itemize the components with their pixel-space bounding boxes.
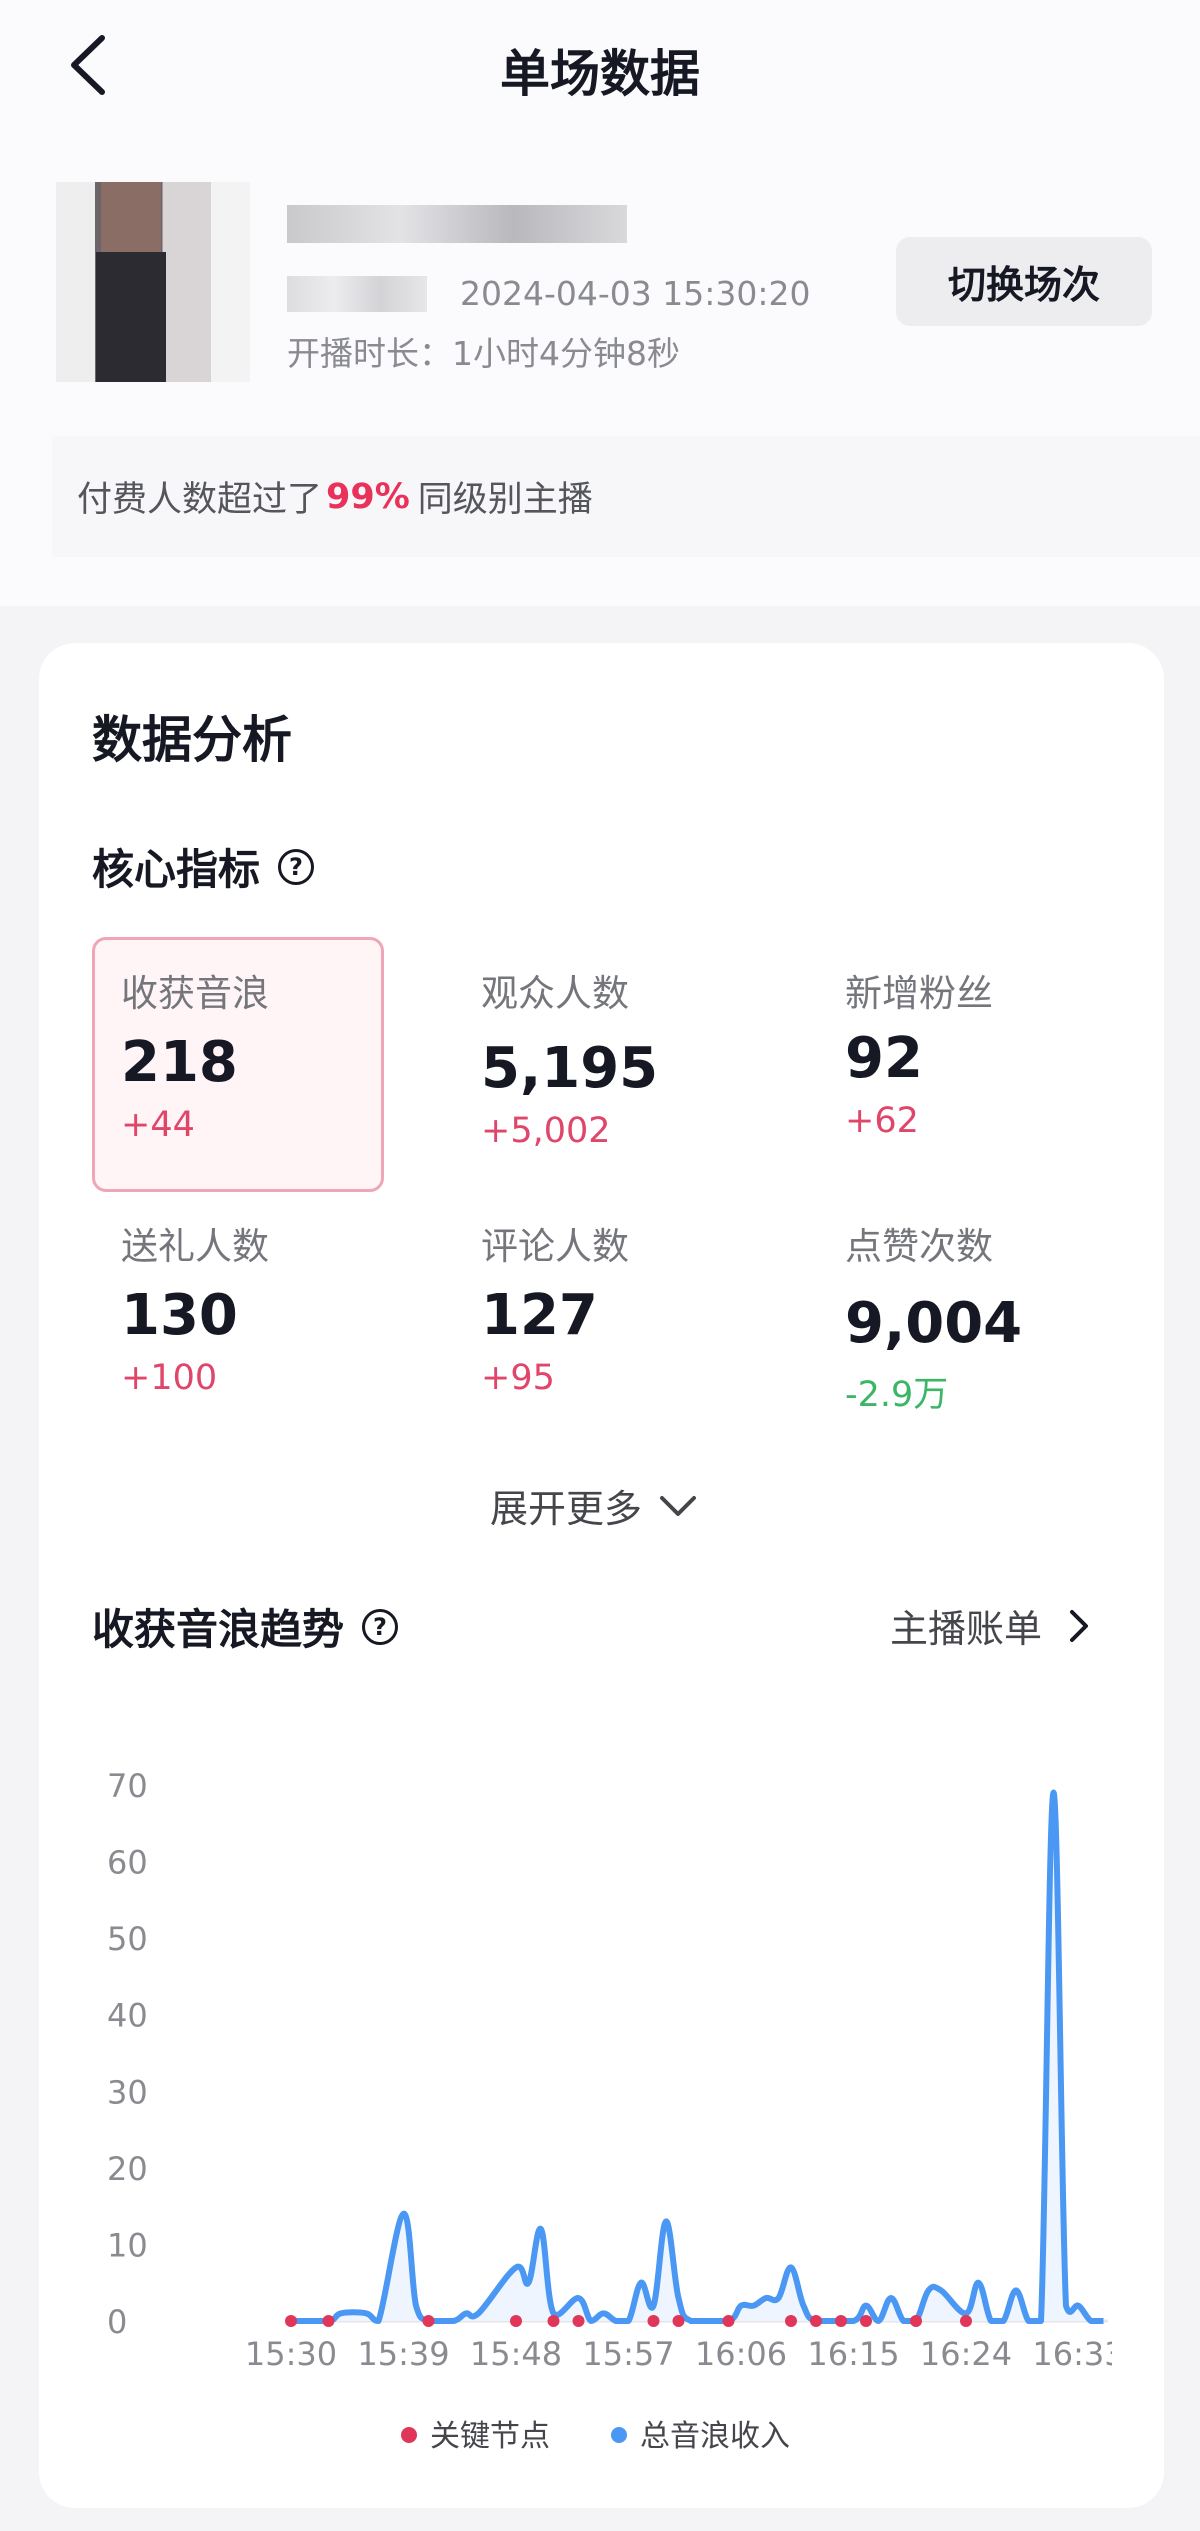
metric-label: 观众人数 — [481, 972, 629, 1015]
key-node-point — [785, 2315, 797, 2327]
metric-value: 92 — [845, 1026, 923, 1091]
back-button[interactable] — [62, 30, 122, 100]
metric-delta: +95 — [481, 1358, 555, 1398]
key-node-point — [322, 2315, 335, 2327]
chevron-down-icon — [660, 1495, 697, 1516]
page-title: 单场数据 — [500, 45, 700, 103]
duration-value: 1小时4分钟8秒 — [452, 334, 680, 373]
y-tick-label: 60 — [107, 1844, 148, 1882]
y-tick-label: 40 — [107, 1997, 148, 2035]
y-tick-label: 10 — [107, 2226, 148, 2264]
x-tick-label: 16:06 — [695, 2335, 787, 2373]
metric-value: 218 — [121, 1030, 238, 1095]
x-tick-label: 15:30 — [245, 2335, 337, 2373]
key-node-point — [722, 2315, 735, 2327]
chevron-right-icon — [1070, 1609, 1089, 1642]
metric-delta: +5,002 — [481, 1111, 611, 1151]
key-node-point — [572, 2315, 585, 2327]
key-node-point — [860, 2315, 872, 2327]
legend-key-node-dot — [401, 2427, 417, 2443]
metric-label: 收获音浪 — [121, 972, 269, 1015]
key-node-point — [910, 2315, 922, 2327]
x-tick-label: 15:57 — [582, 2335, 674, 2373]
metric-selected-box[interactable] — [92, 937, 384, 1192]
key-node-point — [960, 2315, 972, 2327]
start-time: 2024-04-03 15:30:20 — [460, 274, 811, 313]
banner-suffix: 同级别主播 — [417, 480, 593, 520]
start-label-blurred — [287, 276, 427, 312]
metric-delta: +100 — [121, 1358, 218, 1398]
key-node-point — [672, 2315, 685, 2327]
rank-banner: 付费人数超过了 99% 同级别主播 — [52, 436, 1200, 557]
key-node-point — [810, 2315, 822, 2327]
y-tick-label: 50 — [107, 1920, 148, 1958]
help-icon[interactable]: ? — [278, 848, 315, 885]
key-node-point — [835, 2315, 847, 2327]
metric-value: 130 — [121, 1283, 238, 1348]
legend-label: 关键节点 — [430, 2419, 550, 2454]
duration: 开播时长：1小时4分钟8秒 — [287, 327, 680, 375]
x-tick-label: 16:33 — [1032, 2335, 1124, 2373]
metric-value: 9,004 — [845, 1291, 1023, 1356]
legend-income-dot — [611, 2427, 627, 2443]
metric-delta: -2.9万 — [845, 1375, 949, 1415]
expand-more-label: 展开更多 — [490, 1487, 643, 1531]
anchor-name-blurred — [287, 205, 627, 243]
core-metrics-label: 核心指标 — [92, 845, 261, 894]
y-tick-label: 70 — [107, 1767, 148, 1805]
key-node-point — [547, 2315, 560, 2327]
metric-label: 评论人数 — [481, 1225, 629, 1268]
expand-more-button[interactable]: 展开更多 — [490, 1478, 698, 1533]
anchor-bill-link[interactable]: 主播账单 — [890, 1598, 1090, 1653]
key-node-point — [422, 2315, 435, 2327]
metric-label: 点赞次数 — [845, 1225, 993, 1268]
core-metrics-title: 核心指标 ? — [92, 836, 315, 897]
key-node-point — [285, 2315, 297, 2327]
key-node-point — [510, 2315, 522, 2327]
anchor-bill-label: 主播账单 — [890, 1607, 1043, 1651]
metric-value: 127 — [481, 1283, 598, 1348]
avatar — [56, 182, 250, 382]
series-line-total-income — [291, 1789, 1104, 2324]
trend-title: 收获音浪趋势 ? — [92, 1596, 399, 1657]
chevron-left-icon — [71, 35, 105, 95]
banner-percent: 99% — [326, 476, 410, 517]
y-tick-label: 0 — [107, 2303, 127, 2341]
series-area — [291, 1792, 1104, 2321]
key-node-point — [647, 2315, 660, 2327]
trend-title-label: 收获音浪趋势 — [92, 1605, 345, 1654]
y-tick-label: 20 — [107, 2150, 148, 2188]
switch-session-button[interactable]: 切换场次 — [896, 237, 1152, 326]
y-tick-label: 30 — [107, 2073, 148, 2111]
x-tick-label: 15:39 — [357, 2335, 449, 2373]
metric-label: 新增粉丝 — [845, 972, 993, 1015]
metric-delta: +44 — [121, 1105, 195, 1145]
analysis-title: 数据分析 — [92, 711, 292, 769]
metric-delta: +62 — [845, 1101, 919, 1141]
income-trend-chart: 0 10 20 30 40 50 60 70 15:30 15:39 15:48 15:57 16:06… — [107, 1767, 1124, 2454]
x-tick-label: 15:48 — [470, 2335, 562, 2373]
metric-label: 送礼人数 — [121, 1225, 269, 1268]
metric-value: 5,195 — [481, 1036, 659, 1101]
duration-label: 开播时长： — [287, 334, 452, 373]
banner-prefix: 付费人数超过了 — [77, 480, 323, 520]
x-tick-label: 16:24 — [920, 2335, 1012, 2373]
x-tick-label: 16:15 — [807, 2335, 899, 2373]
legend-label: 总音浪收入 — [640, 2419, 790, 2454]
help-icon[interactable]: ? — [362, 1608, 399, 1645]
